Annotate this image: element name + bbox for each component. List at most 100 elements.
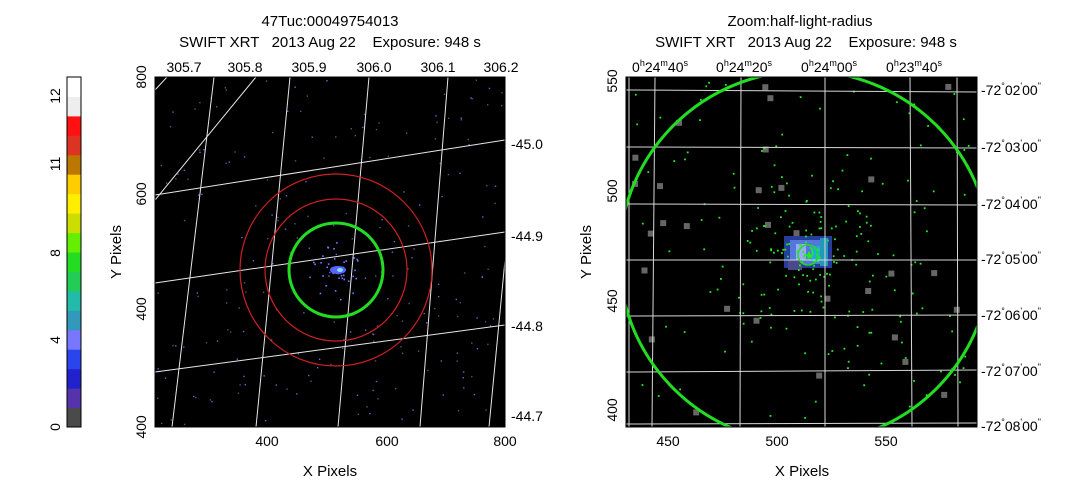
left-photon-dot <box>322 275 324 277</box>
left-photon-dot <box>353 257 356 259</box>
left-photon-dot <box>374 360 377 362</box>
right-photon-dot <box>885 275 888 278</box>
left-photon-dot <box>325 285 327 287</box>
left-photon-dot <box>485 409 487 411</box>
left-photon-dot <box>323 157 325 159</box>
left-photon-dot <box>326 80 328 82</box>
left-photon-dot <box>172 344 174 347</box>
left-photon-dot <box>237 392 240 394</box>
left-photon-dot <box>492 318 495 320</box>
right-photon-dot <box>647 171 650 173</box>
left-photon-dot <box>442 394 444 396</box>
right-grey-pixel <box>868 176 875 183</box>
right-photon-dot <box>812 268 815 271</box>
right-photon-dot <box>892 254 895 257</box>
colorbar-segment <box>67 213 81 234</box>
right-photon-dot <box>857 210 859 213</box>
right-photon-dot <box>826 272 828 275</box>
right-photon-dot <box>763 147 766 150</box>
right-photon-dot <box>870 157 872 160</box>
left-green-circle <box>287 221 385 319</box>
left-photon-dot <box>311 136 313 138</box>
left-photon-dot <box>201 193 203 195</box>
right-y-tick-label: 450 <box>604 289 620 313</box>
left-photon-dot <box>296 237 298 239</box>
right-x-tick-label: 550 <box>874 433 898 449</box>
left-photon-dot <box>460 119 462 121</box>
left-photon-dot <box>294 223 296 225</box>
left-photon-dot <box>320 262 322 264</box>
right-photon-dot <box>761 150 763 152</box>
left-ra-tick-label: 305.9 <box>291 59 326 75</box>
right-y-tick-label: 400 <box>604 398 620 422</box>
left-photon-dot <box>459 301 461 304</box>
left-photon-dot <box>347 280 350 282</box>
right-photon-dot <box>805 235 807 238</box>
right-grey-pixel <box>676 119 682 126</box>
right-photon-dot <box>916 312 918 315</box>
right-photon-dot <box>791 221 794 224</box>
right-photon-dot <box>827 239 829 242</box>
left-photon-dot <box>395 388 397 390</box>
left-photon-dot <box>161 422 163 425</box>
right-photon-dot <box>823 275 826 278</box>
right-photon-dot <box>819 274 821 276</box>
left-title-line2: SWIFT XRT 2013 Aug 22 Exposure: 948 s <box>179 34 481 51</box>
left-photon-dot <box>297 353 300 355</box>
right-grey-pixel <box>891 334 898 341</box>
left-photon-dot <box>375 128 378 131</box>
right-photon-dot <box>810 254 813 257</box>
right-photon-dot <box>859 212 861 215</box>
right-photon-dot <box>820 227 823 230</box>
left-photon-dot <box>372 333 375 336</box>
left-photon-dot <box>243 156 246 158</box>
right-grey-pixel <box>641 267 648 274</box>
left-photon-dot <box>267 237 269 240</box>
right-photon-dot <box>732 172 735 175</box>
left-photon-dot <box>345 260 347 262</box>
right-photon-dot <box>822 306 825 309</box>
right-photon-dot <box>808 255 811 258</box>
right-photon-dot <box>801 261 803 263</box>
right-photon-dot <box>760 310 763 313</box>
left-panel: 47Tuc:00049754013 SWIFT XRT 2013 Aug 22 … <box>108 13 543 480</box>
left-photon-dot <box>471 375 473 378</box>
right-photon-dot <box>720 278 722 280</box>
right-x-axis-label: X Pixels <box>775 463 829 480</box>
left-ra-tick-label: 306.2 <box>483 59 518 75</box>
colorbar-segment <box>67 96 81 117</box>
left-photon-dot <box>481 276 483 278</box>
right-photon-dot <box>757 207 759 209</box>
right-photon-dot <box>962 367 965 369</box>
right-grey-pixel <box>816 372 823 379</box>
right-photon-dot <box>769 415 772 417</box>
left-photon-dot <box>275 384 277 386</box>
colorbar-tick-0: 0 <box>47 423 63 431</box>
right-photon-dot <box>703 248 706 251</box>
right-photon-dot <box>835 262 838 264</box>
left-photon-dot <box>329 271 331 274</box>
right-photon-dot <box>763 293 766 296</box>
left-y-tick-label: 600 <box>133 182 149 206</box>
left-dec-tick-label: -45.0 <box>511 136 543 152</box>
left-photon-dot <box>175 178 177 180</box>
right-photon-dot <box>636 123 639 126</box>
right-photon-dot <box>962 118 965 121</box>
right-photon-dot <box>738 296 740 299</box>
left-photon-dot <box>333 321 336 323</box>
left-photon-dot <box>211 400 213 403</box>
left-photon-dot <box>226 289 228 291</box>
left-photon-dot <box>455 298 457 301</box>
right-photon-dot <box>769 261 772 264</box>
right-photon-dot <box>742 312 745 315</box>
right-photon-dot <box>802 274 804 276</box>
left-photon-dot <box>467 138 470 141</box>
left-photon-dot <box>396 314 398 317</box>
left-photon-dot <box>356 394 359 396</box>
right-photon-dot <box>742 322 745 325</box>
colorbar-segment <box>67 135 81 156</box>
left-photon-dot <box>342 274 345 277</box>
right-photon-dot <box>872 274 874 277</box>
right-dec-tick-label: -72°04'00" <box>981 195 1041 212</box>
left-photon-dot <box>391 251 394 253</box>
